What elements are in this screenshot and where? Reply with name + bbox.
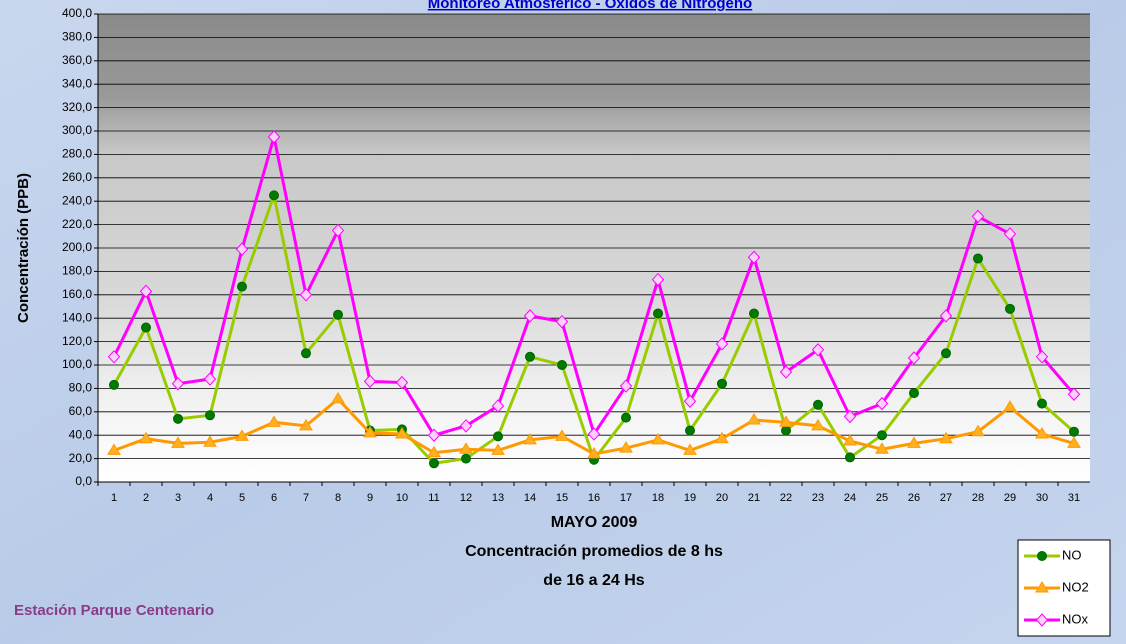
point [1006,304,1015,313]
point [782,426,791,435]
x-tick-label: 13 [492,492,504,504]
point [654,309,663,318]
x-tick-label: 31 [1068,492,1080,504]
x-tick-label: 25 [876,492,888,504]
y-tick-label: 0,0 [75,474,92,488]
point [750,309,759,318]
y-tick-label: 160,0 [62,287,92,301]
y-tick-label: 20,0 [69,451,93,465]
x-tick-label: 24 [844,492,856,504]
x-tick-label: 6 [271,492,277,504]
x-axis-title: Concentración promedios de 8 hs [465,543,723,560]
x-tick-label: 27 [940,492,952,504]
x-tick-label: 4 [207,492,213,504]
y-tick-label: 300,0 [62,123,92,137]
point [846,453,855,462]
y-tick-label: 340,0 [62,76,92,90]
y-tick-label: 380,0 [62,30,92,44]
y-axis-title: Concentración (PPB) [15,173,32,323]
point [238,282,247,291]
y-tick-label: 220,0 [62,217,92,231]
x-axis-title: MAYO 2009 [551,514,638,531]
x-tick-label: 12 [460,492,472,504]
point [942,349,951,358]
y-tick-label: 200,0 [62,240,92,254]
x-tick-label: 21 [748,492,760,504]
x-tick-label: 26 [908,492,920,504]
x-tick-label: 18 [652,492,664,504]
x-tick-label: 11 [428,492,439,504]
y-tick-label: 60,0 [69,404,93,418]
point [878,431,887,440]
point [334,310,343,319]
point [462,454,471,463]
y-tick-label: 180,0 [62,264,92,278]
point [430,459,439,468]
x-tick-label: 15 [556,492,568,504]
point [622,413,631,422]
y-tick-label: 240,0 [62,193,92,207]
point [718,379,727,388]
x-tick-label: 16 [588,492,600,504]
x-tick-label: 8 [335,492,341,504]
x-tick-label: 14 [524,492,536,504]
point [494,432,503,441]
point [142,323,151,332]
point [1038,552,1047,561]
footer: Estación Parque Centenario [14,602,214,619]
point [1038,399,1047,408]
y-tick-label: 260,0 [62,170,92,184]
x-tick-label: 3 [175,492,181,504]
x-tick-label: 22 [780,492,792,504]
x-tick-label: 1 [111,492,117,504]
y-tick-label: 120,0 [62,334,92,348]
point [302,349,311,358]
x-tick-label: 19 [684,492,696,504]
x-tick-label: 7 [303,492,309,504]
x-tick-label: 20 [716,492,728,504]
x-tick-label: 5 [239,492,245,504]
y-tick-label: 140,0 [62,310,92,324]
x-tick-label: 23 [812,492,824,504]
y-tick-label: 400,0 [62,6,92,20]
chart-title: Monitoreo Atmosférico - Óxidos de Nitróg… [428,0,752,12]
point [910,389,919,398]
x-axis-title: de 16 a 24 Hs [543,572,645,589]
x-tick-label: 17 [620,492,632,504]
point [686,426,695,435]
y-tick-label: 40,0 [69,427,93,441]
x-tick-label: 29 [1004,492,1016,504]
y-tick-label: 360,0 [62,53,92,67]
point [814,400,823,409]
legend-label: NOx [1062,611,1089,626]
point [974,254,983,263]
x-tick-label: 2 [143,492,149,504]
point [270,191,279,200]
point [558,361,567,370]
x-tick-label: 28 [972,492,984,504]
legend-label: NO2 [1062,579,1089,594]
chart: Monitoreo Atmosférico - Óxidos de Nitróg… [0,0,1126,644]
x-tick-label: 10 [396,492,408,504]
point [1070,427,1079,436]
y-tick-label: 280,0 [62,147,92,161]
x-tick-label: 30 [1036,492,1048,504]
point [110,380,119,389]
y-tick-label: 100,0 [62,357,92,371]
legend-label: NO [1062,547,1082,562]
point [174,414,183,423]
point [206,411,215,420]
y-tick-label: 320,0 [62,100,92,114]
point [526,352,535,361]
y-tick-label: 80,0 [69,381,93,395]
x-tick-label: 9 [367,492,373,504]
